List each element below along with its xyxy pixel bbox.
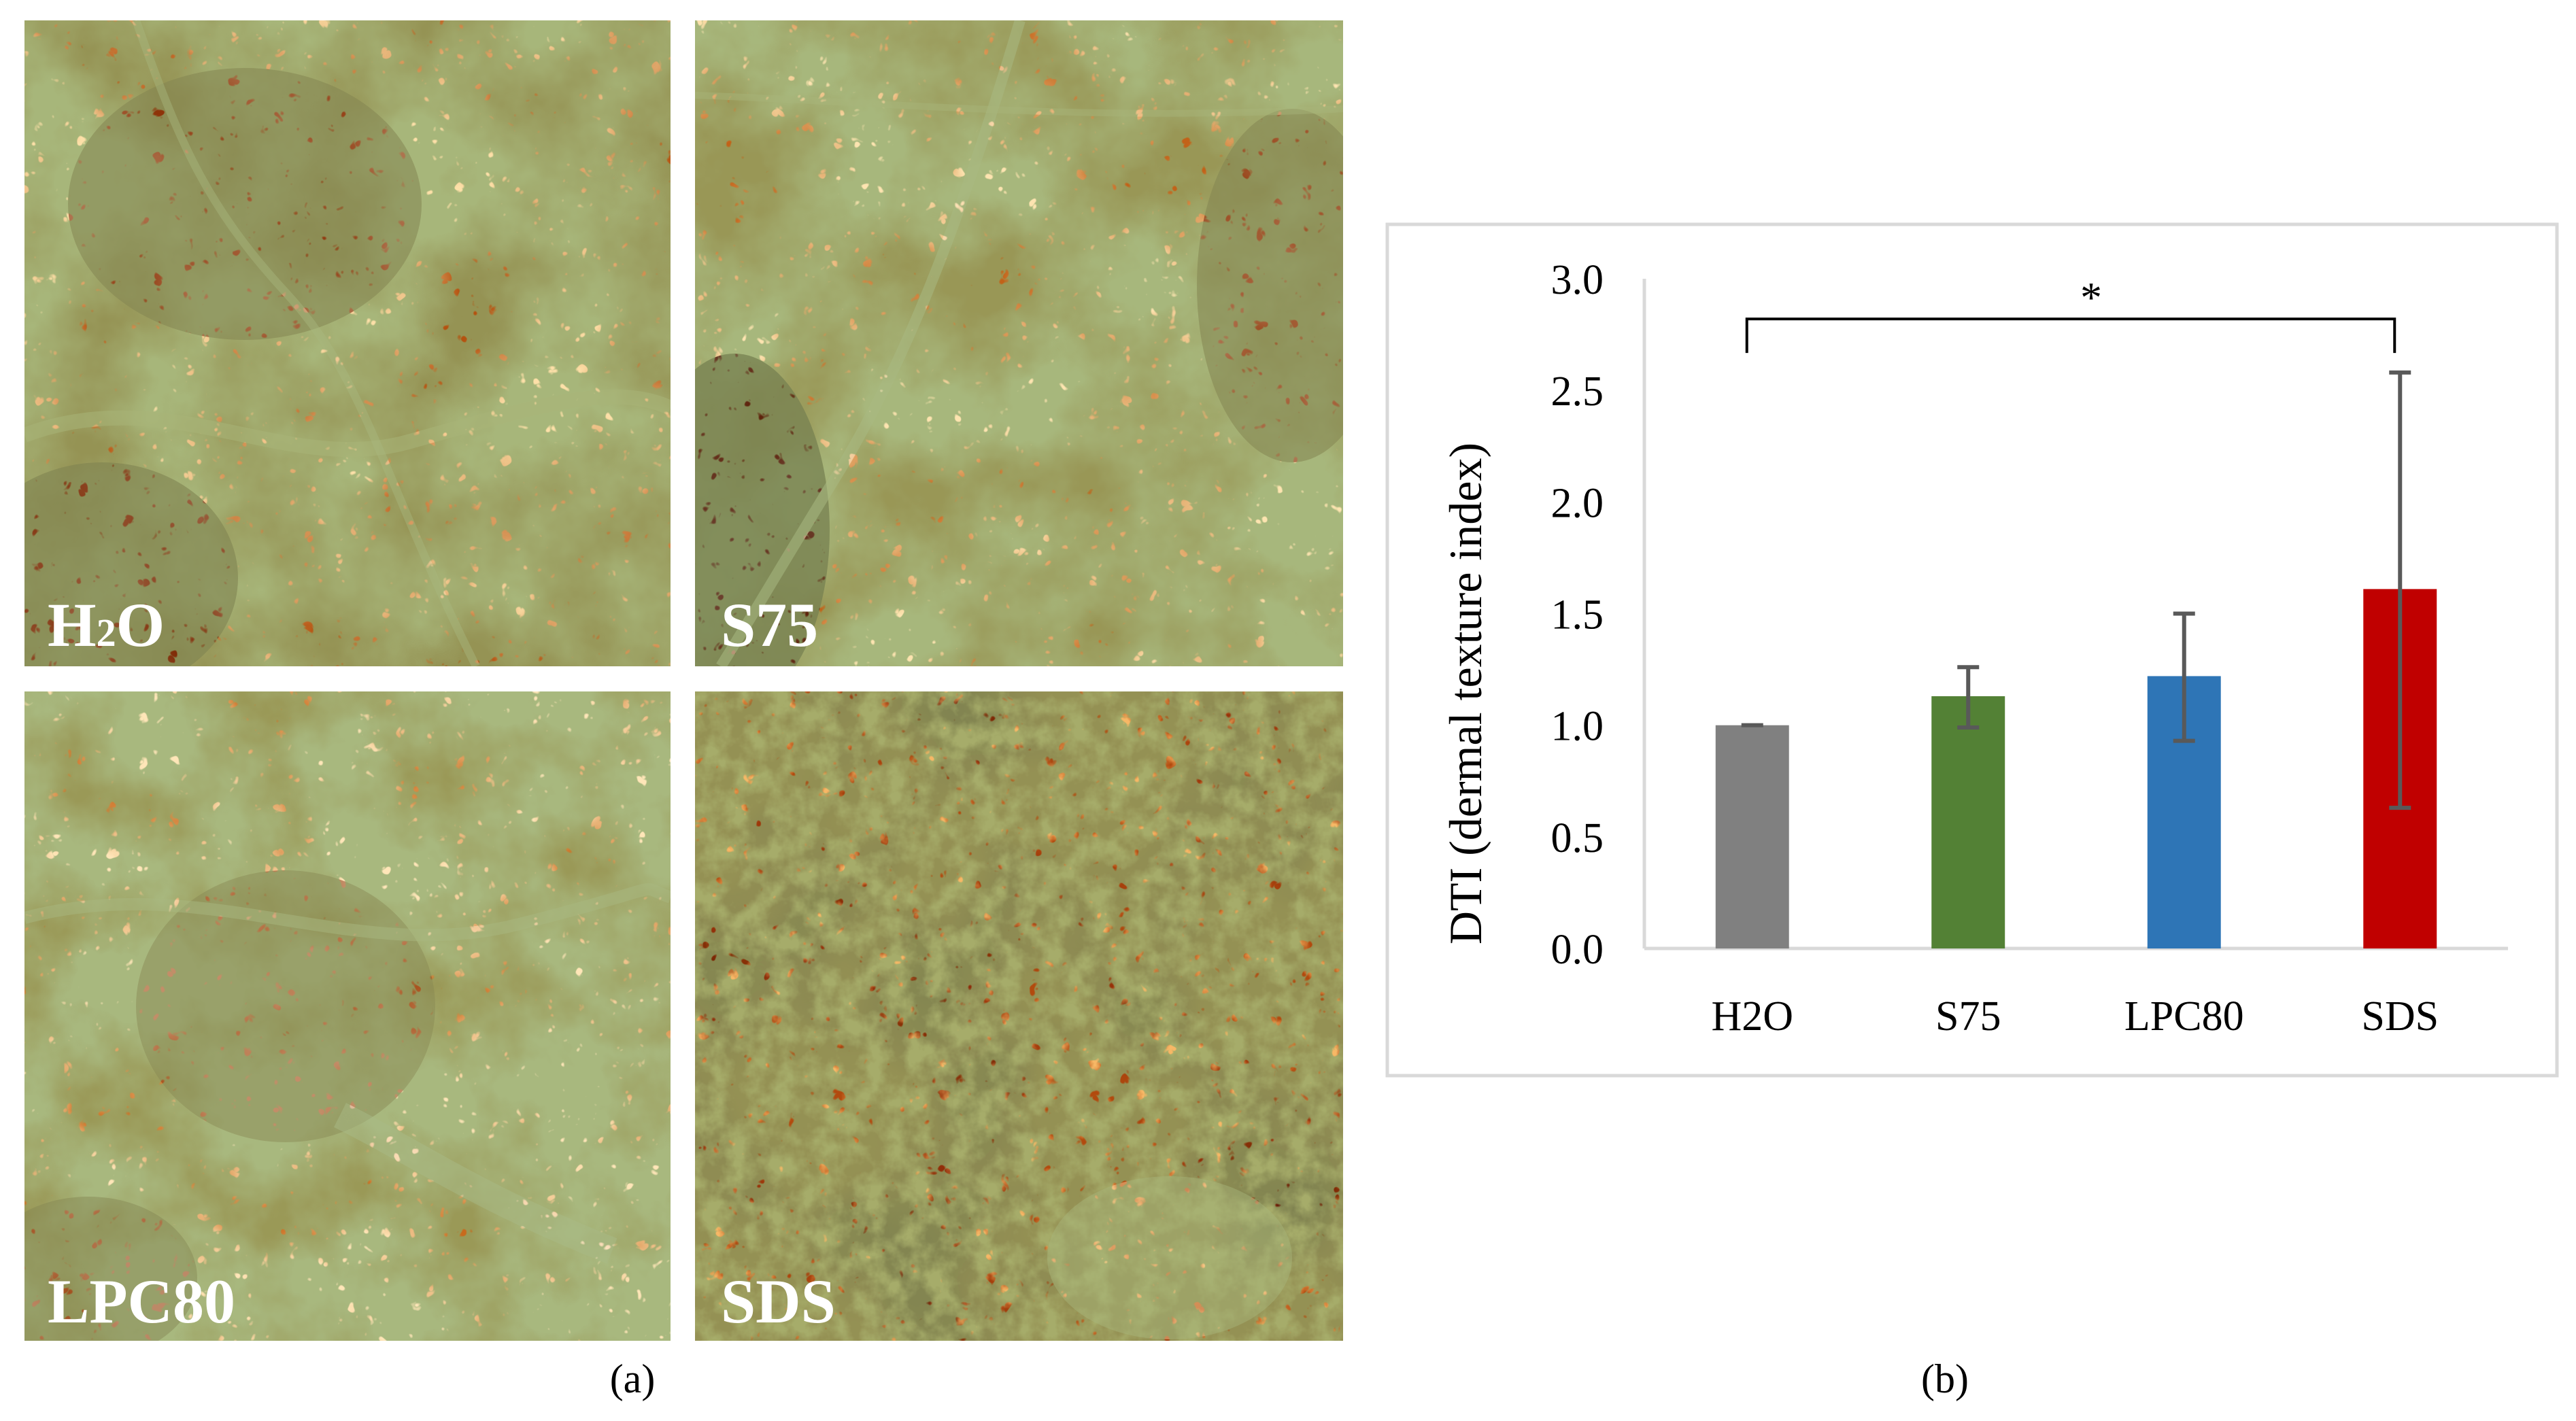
y-tick-label: 2.0 — [1551, 480, 1604, 526]
y-tick-label: 3.0 — [1551, 257, 1604, 303]
panel-a-label: (a) — [610, 1356, 656, 1401]
error-bar-sds — [2389, 370, 2411, 810]
y-tick-label: 2.5 — [1551, 369, 1604, 415]
significance-bracket: * — [1745, 273, 2396, 354]
y-tick-label: 1.5 — [1551, 592, 1604, 638]
image-label-sds: SDS — [721, 1267, 836, 1336]
afm-image-lpc80: LPC80 — [24, 691, 671, 1341]
x-tick-label: H2O — [1711, 993, 1793, 1040]
afm-image-h2o: H2O — [24, 20, 671, 666]
x-tick-label: SDS — [2361, 993, 2439, 1040]
y-ticks: 0.0 0.5 1.0 1.5 2.0 2.5 3.0 — [1551, 257, 1604, 973]
y-tick-label: 1.0 — [1551, 704, 1604, 750]
significance-line — [1745, 318, 2396, 354]
significance-star: * — [2080, 273, 2102, 322]
bar-s75 — [1931, 696, 2005, 948]
error-bar-lpc80 — [2173, 611, 2195, 743]
image-label-h2o: H2O — [48, 590, 165, 660]
image-label-s75: S75 — [721, 590, 818, 660]
y-tick-label: 0.5 — [1551, 815, 1604, 861]
x-ticks: H2O S75 LPC80 SDS — [1711, 993, 2439, 1040]
afm-image-s75: S75 — [695, 20, 1343, 666]
error-bar-s75 — [1957, 665, 1980, 730]
x-tick-label: S75 — [1935, 993, 2001, 1040]
panel-b-label: (b) — [1921, 1356, 1969, 1401]
y-tick-label: 0.0 — [1551, 927, 1604, 973]
afm-image-sds: SDS — [695, 691, 1343, 1341]
bar-h2o — [1715, 725, 1789, 948]
image-label-lpc80: LPC80 — [48, 1267, 235, 1336]
bars — [1715, 589, 2437, 948]
y-axis-label: DTI (dermal texture index) — [1440, 443, 1491, 944]
error-bars — [1741, 370, 2411, 810]
x-tick-label: LPC80 — [2124, 993, 2244, 1040]
